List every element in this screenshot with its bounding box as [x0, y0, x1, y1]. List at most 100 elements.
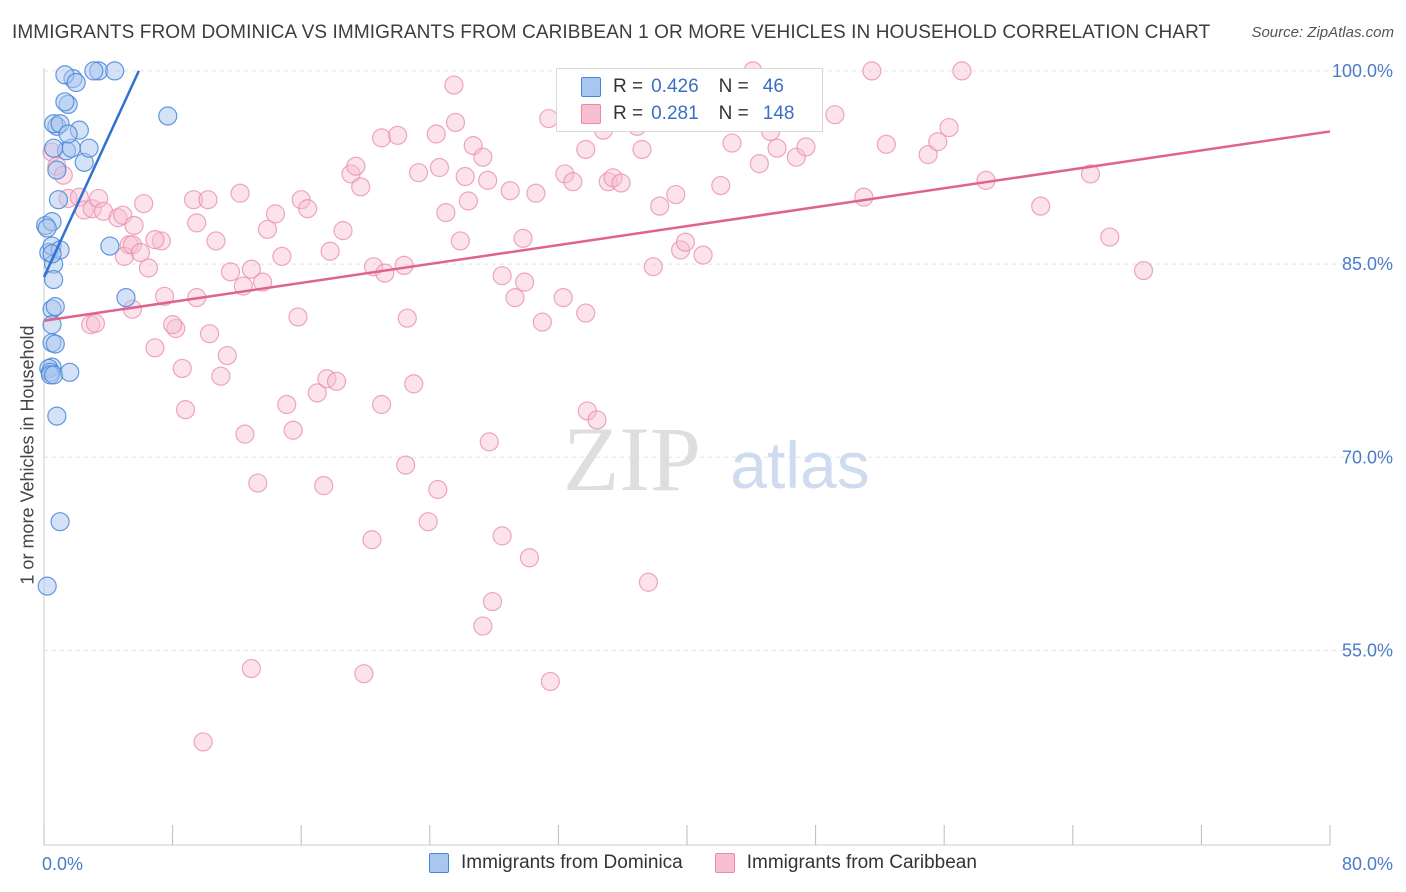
caribbean-legend-swatch: [714, 853, 735, 873]
caribbean-point: [82, 199, 102, 219]
y-tick-label: 70.0%: [1342, 447, 1393, 467]
caribbean-point: [211, 366, 231, 386]
series-legend: Immigrants from Dominica Immigrants from…: [0, 852, 1406, 874]
y-tick-labels: 55.0% 70.0% 85.0% 100.0%: [1332, 61, 1393, 661]
caribbean-point: [526, 183, 546, 203]
caribbean-point: [388, 125, 408, 145]
caribbean-point: [248, 473, 268, 493]
caribbean-point: [404, 374, 424, 394]
dominica-point: [45, 334, 65, 354]
trend-lines: [42, 70, 1331, 323]
caribbean-point: [555, 164, 575, 184]
dominica-trendline: [42, 70, 140, 278]
source-credit: Source: ZipAtlas.com: [1251, 24, 1394, 41]
caribbean-point: [307, 383, 327, 403]
caribbean-point: [217, 345, 237, 366]
caribbean-point: [711, 175, 731, 196]
caribbean-point: [492, 266, 512, 286]
dominica-legend-swatch: [429, 853, 450, 873]
caribbean-point: [333, 221, 353, 241]
caribbean-swatch: [581, 104, 601, 124]
dominica-point: [47, 160, 67, 180]
caribbean-point: [257, 219, 278, 239]
caribbean-point: [862, 61, 882, 81]
caribbean-point: [505, 288, 525, 308]
legend-n-label: N =: [718, 76, 749, 97]
caribbean-point: [563, 172, 583, 192]
caribbean-point: [124, 215, 144, 236]
caribbean-point: [85, 313, 106, 333]
dominica-point: [100, 236, 120, 256]
legend-item-caribbean[interactable]: Immigrants from Caribbean: [714, 852, 977, 874]
caribbean-point: [145, 230, 165, 250]
caribbean-point: [632, 139, 652, 160]
caribbean-point: [479, 432, 499, 452]
caribbean-point: [396, 455, 416, 475]
caribbean-point: [314, 476, 334, 496]
caribbean-point: [138, 258, 159, 278]
legend-r-label: R =: [613, 76, 644, 97]
caribbean-point: [786, 147, 806, 167]
dominica-point: [84, 61, 104, 81]
caribbean-point: [193, 732, 213, 752]
caribbean-point: [371, 394, 392, 415]
caribbean-point: [145, 338, 165, 358]
legend-item-dominica[interactable]: Immigrants from Dominica: [429, 852, 683, 874]
caribbean-point: [418, 512, 438, 532]
caribbean-point: [749, 154, 769, 174]
caribbean-point: [351, 177, 371, 197]
caribbean-point: [478, 170, 498, 190]
dominica-point: [44, 365, 64, 385]
dominica-point: [45, 297, 65, 317]
dominica-point: [55, 92, 75, 112]
caribbean-point: [130, 242, 151, 263]
caribbean-point: [206, 231, 226, 251]
legend-r-value: 0.281: [651, 103, 699, 124]
caribbean-point: [492, 526, 512, 546]
dominica-point: [50, 512, 70, 532]
caribbean-point: [241, 658, 261, 679]
caribbean-point: [151, 231, 171, 251]
watermark: ZIP atlas: [563, 408, 870, 510]
caribbean-point: [187, 213, 207, 233]
caribbean-point: [928, 132, 948, 152]
dominica-point: [48, 190, 69, 210]
caribbean-point: [1080, 164, 1101, 184]
dominica-point: [60, 362, 80, 382]
caribbean-point: [918, 145, 938, 165]
caribbean-point: [455, 166, 475, 187]
caribbean-point: [1031, 196, 1051, 216]
caribbean-point: [1133, 260, 1154, 281]
caribbean-point: [298, 199, 318, 219]
caribbean-point: [553, 288, 573, 308]
caribbean-point: [650, 196, 670, 216]
caribbean-point: [796, 137, 816, 157]
caribbean-point: [429, 157, 450, 178]
legend-label-caribbean: Immigrants from Caribbean: [746, 852, 977, 873]
dominica-point: [116, 288, 136, 308]
caribbean-point: [428, 479, 448, 500]
x-tick-label: 80.0%: [1342, 854, 1393, 874]
caribbean-point: [854, 187, 874, 207]
caribbean-point: [876, 134, 896, 154]
axes: [43, 68, 1331, 846]
dominica-point: [44, 138, 64, 158]
caribbean-point: [122, 235, 143, 255]
dominica-point: [158, 106, 178, 126]
caribbean-point: [473, 616, 493, 636]
caribbean-point: [272, 246, 292, 266]
caribbean-point: [825, 105, 845, 125]
caribbean-point: [767, 138, 787, 158]
legend-n-value: 46: [762, 76, 784, 97]
caribbean-point: [445, 112, 466, 133]
caribbean-point: [540, 671, 560, 692]
caribbean-point: [241, 259, 261, 279]
caribbean-point: [1100, 227, 1120, 247]
caribbean-point: [172, 358, 192, 379]
caribbean-point: [354, 664, 374, 684]
caribbean-point: [426, 124, 446, 144]
caribbean-point: [473, 147, 493, 167]
legend-r-label: R =: [613, 103, 644, 124]
caribbean-point: [482, 591, 503, 612]
